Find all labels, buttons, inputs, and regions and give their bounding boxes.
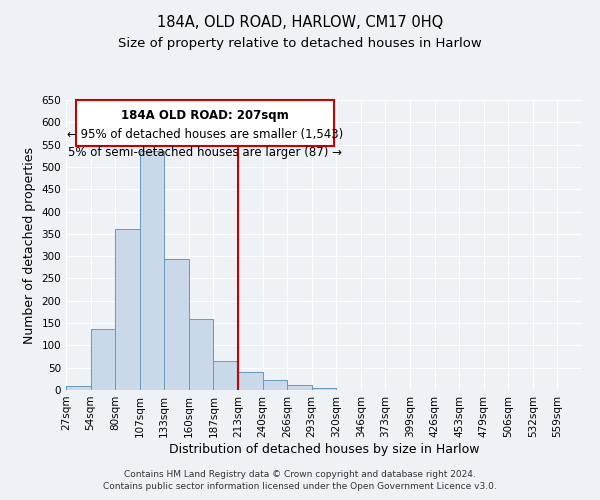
FancyBboxPatch shape xyxy=(76,100,334,146)
Bar xyxy=(115,230,140,390)
Text: 184A, OLD ROAD, HARLOW, CM17 0HQ: 184A, OLD ROAD, HARLOW, CM17 0HQ xyxy=(157,15,443,30)
Bar xyxy=(312,388,336,390)
Bar xyxy=(189,318,214,390)
Y-axis label: Number of detached properties: Number of detached properties xyxy=(23,146,36,344)
Bar xyxy=(238,372,263,390)
Bar xyxy=(287,384,312,390)
Text: Size of property relative to detached houses in Harlow: Size of property relative to detached ho… xyxy=(118,38,482,51)
Bar xyxy=(263,380,287,390)
X-axis label: Distribution of detached houses by size in Harlow: Distribution of detached houses by size … xyxy=(169,442,479,456)
Bar xyxy=(66,386,91,390)
Text: Contains HM Land Registry data © Crown copyright and database right 2024.: Contains HM Land Registry data © Crown c… xyxy=(124,470,476,479)
Text: ← 95% of detached houses are smaller (1,543): ← 95% of detached houses are smaller (1,… xyxy=(67,128,343,140)
Bar xyxy=(214,361,238,390)
Bar xyxy=(164,260,189,390)
Text: Contains public sector information licensed under the Open Government Licence v3: Contains public sector information licen… xyxy=(103,482,497,491)
Bar xyxy=(91,330,115,390)
Bar xyxy=(140,152,164,390)
Text: 184A OLD ROAD: 207sqm: 184A OLD ROAD: 207sqm xyxy=(121,108,289,122)
Text: 5% of semi-detached houses are larger (87) →: 5% of semi-detached houses are larger (8… xyxy=(68,146,343,160)
